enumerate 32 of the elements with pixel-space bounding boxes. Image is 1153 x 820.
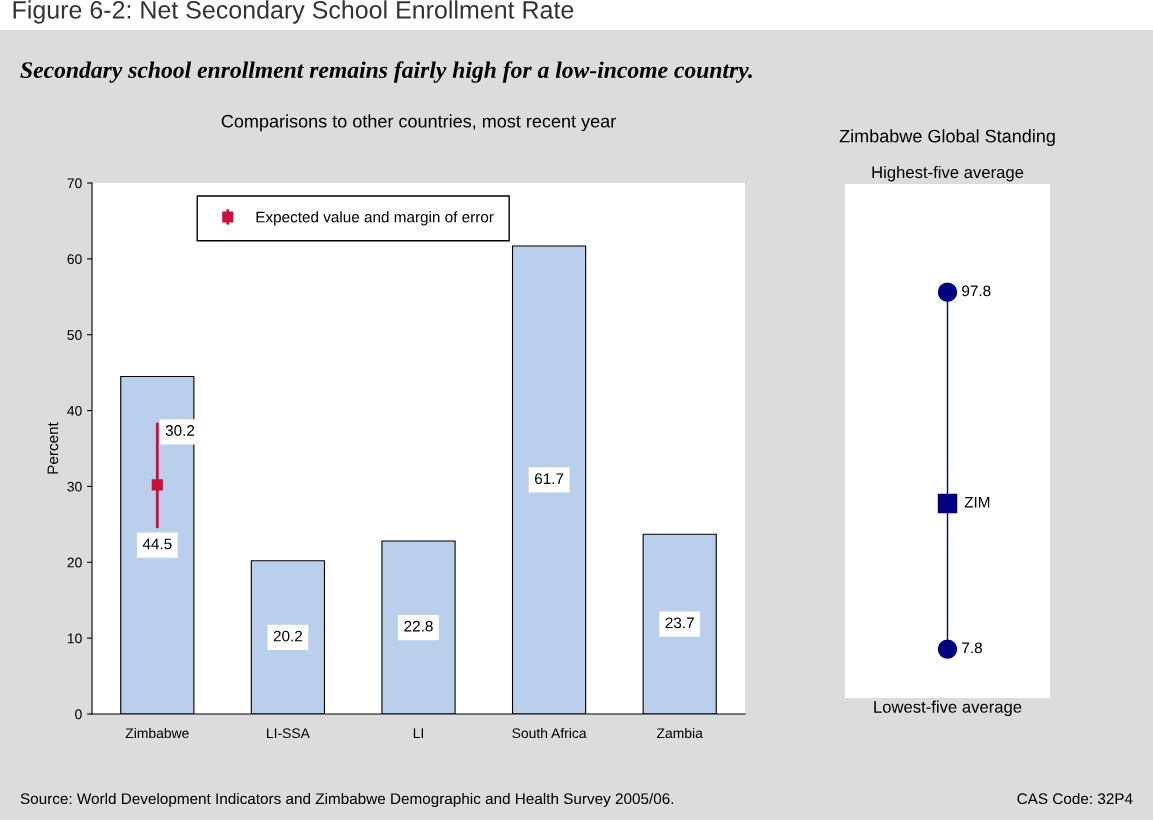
legend-label: Expected value and margin of error — [256, 211, 494, 226]
y-tick-label: 10 — [67, 633, 82, 644]
text: CAS Code: 32P4 — [1017, 792, 1133, 805]
x-tick-label: LI-SSA — [267, 728, 310, 739]
x-tick-label: Zimbabwe — [125, 727, 189, 739]
x-tick-label: Zambia — [656, 727, 703, 739]
chart-title: Comparisons to other countries, most recent year — [221, 114, 616, 132]
data-label: 44.5 — [142, 538, 172, 550]
y-tick-label: 0 — [75, 709, 82, 720]
x-tick-label: LI — [413, 728, 424, 738]
y-tick-label: 40 — [67, 405, 82, 416]
y-tick-label: 60 — [67, 254, 82, 265]
data-label: 22.8 — [404, 620, 433, 632]
text: Zimbabwe Global Standing — [839, 129, 1055, 147]
data-label: 30.2 — [165, 425, 195, 436]
data-label: 23.7 — [665, 617, 694, 629]
text: ZIM — [964, 496, 990, 508]
x-tick-label: South Africa — [512, 727, 587, 739]
text: Lowest-five average — [874, 700, 1022, 717]
data-label: 20.2 — [273, 630, 302, 642]
data-label: 7.8 — [962, 642, 982, 654]
y-tick-label: 70 — [67, 178, 82, 189]
y-tick-label: 20 — [67, 557, 82, 568]
data-label: 61.7 — [535, 473, 564, 485]
source-note: Source: World Development Indicators and Zimbabwe Demographic and Health Survey 2005/06. — [20, 792, 674, 808]
y-tick-label: 30 — [67, 481, 82, 492]
caption: Figure 6-2: Net Secondary School Enrollment Rate — [13, 0, 574, 24]
text: Highest-five average — [872, 165, 1024, 182]
y-tick-label: 50 — [67, 330, 82, 340]
data-label: 97.8 — [962, 285, 991, 297]
y-axis-title: Percent — [47, 422, 59, 474]
text: Secondary school enrollment remains fairly high for a low-income country. — [20, 61, 752, 83]
